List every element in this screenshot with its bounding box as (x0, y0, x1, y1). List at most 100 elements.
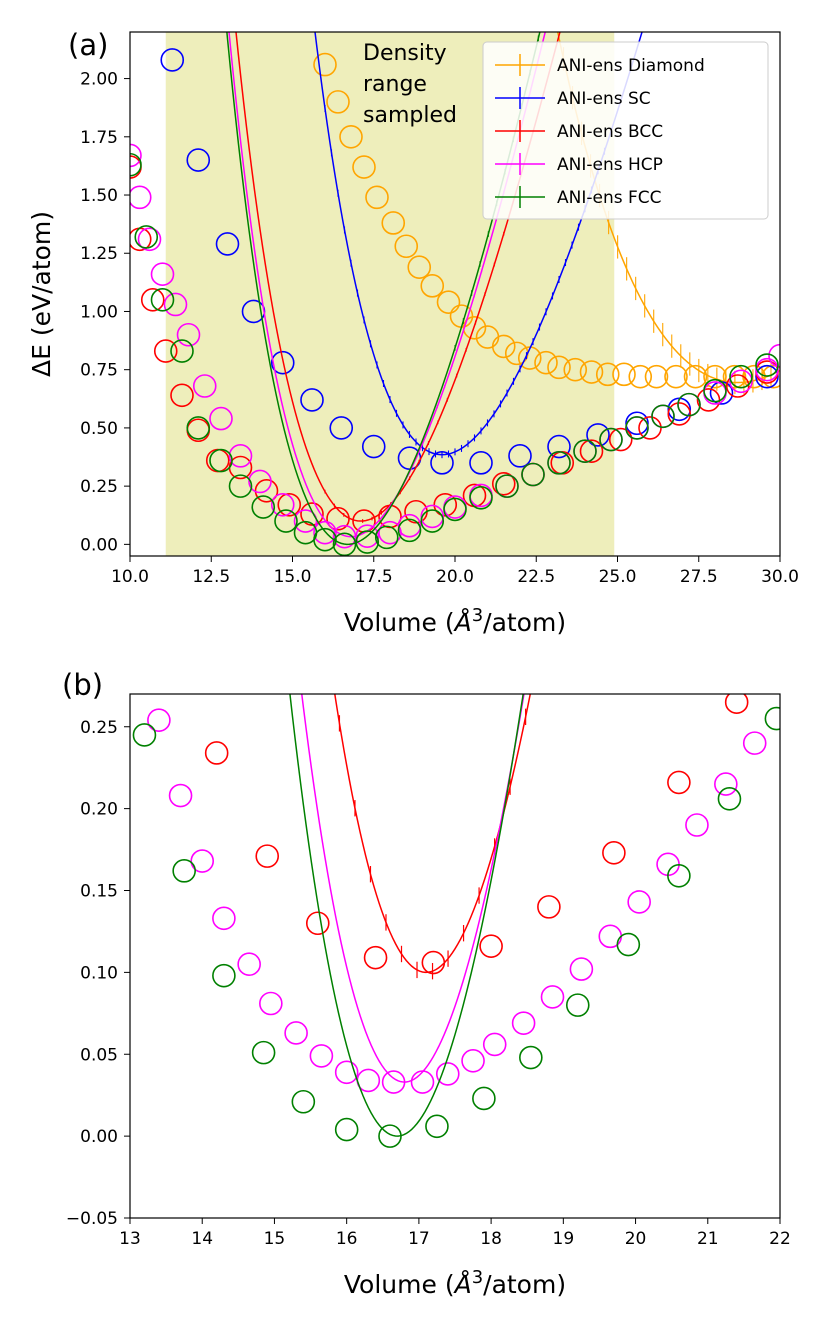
data-point-diamond (339, 125, 363, 149)
data-point-bcc (638, 416, 662, 440)
data-point-diamond (703, 364, 727, 389)
data-point-fcc (274, 509, 298, 533)
panel-b-x-axis-label: Volume (Å3/atom) (344, 1267, 566, 1299)
data-point-hcp (209, 406, 233, 431)
data-point-hcp (729, 369, 753, 394)
fit-curve-fcc (289, 694, 524, 1137)
panel-a-y-axis-label: ΔE (eV/atom) (27, 211, 56, 377)
data-point-diamond (436, 290, 461, 314)
data-point-sc (755, 364, 779, 389)
data-point-hcp (540, 985, 565, 1009)
data-point-diamond (534, 350, 558, 375)
data-point-fcc (547, 451, 571, 475)
data-point-fcc (755, 353, 779, 377)
data-point-hcp (685, 813, 709, 837)
data-point-fcc (667, 863, 691, 888)
data-point-bcc (602, 841, 626, 865)
data-point-diamond (407, 255, 432, 280)
data-point-fcc (420, 509, 445, 533)
data-point-sc (430, 451, 454, 475)
data-point-sc (586, 423, 610, 447)
panel-a-ticks: 10.0 12.5 15.0 17.5 20.0 22.5 25.0 27.5 30.0 0.00… (80, 70, 799, 587)
data-point-fcc (521, 462, 545, 487)
data-point-hcp (150, 262, 175, 287)
y-tick-label: 0.50 (80, 419, 118, 439)
data-point-hcp (192, 374, 217, 398)
x-tick-label: 14 (191, 1229, 213, 1249)
data-point-diamond (326, 90, 350, 114)
y-tick-label: −0.05 (66, 1209, 118, 1229)
panel-b-ticks: 13 14 15 16 17 18 19 20 21 22 −0.05 0.00 0.05 0.10 0.1… (66, 718, 791, 1249)
data-point-hcp (237, 952, 261, 976)
data-point-fcc (495, 474, 519, 498)
data-point-fcc (212, 963, 236, 988)
data-point-sc (300, 388, 324, 412)
data-point-hcp (511, 1011, 536, 1035)
data-point-hcp (176, 322, 201, 347)
y-tick-label: 0.00 (80, 535, 118, 555)
series-bcc (204, 694, 749, 980)
data-point-fcc (677, 392, 701, 417)
data-point-hcp (130, 143, 142, 168)
y-tick-label: 0.25 (80, 477, 118, 497)
data-point-sc (270, 350, 295, 375)
legend-label-fcc: ANI-ens FCC (557, 188, 662, 208)
data-point-fcc (374, 525, 399, 550)
data-point-diamond (491, 334, 516, 359)
legend: ANI-ens Diamond ANI-ens SC ANI-ens BCC A… (482, 41, 769, 220)
data-point-fcc (717, 786, 742, 811)
annotation-line-1: Density (363, 41, 447, 66)
data-point-hcp (212, 906, 236, 931)
y-tick-label: 0.05 (80, 1045, 118, 1065)
data-point-hcp (755, 357, 779, 382)
data-point-hcp (627, 890, 651, 914)
y-tick-label: 0.75 (80, 361, 118, 381)
data-point-hcp (768, 343, 780, 368)
data-point-hcp (137, 227, 162, 252)
data-point-fcc (150, 288, 175, 312)
data-point-hcp (147, 708, 171, 733)
data-point-sc (186, 148, 211, 172)
panel-b-plot-area (132, 694, 780, 1148)
x-tick-label: 22 (769, 1229, 791, 1249)
data-point-fcc (251, 495, 276, 519)
data-point-sc (329, 416, 354, 440)
data-point-fcc (703, 378, 727, 403)
data-point-bcc (579, 439, 604, 464)
data-point-bcc (363, 945, 388, 970)
data-point-hcp (284, 1021, 308, 1045)
fit-curve-diamond (556, 32, 780, 384)
data-point-sc (160, 48, 185, 72)
data-point-hcp (397, 513, 422, 538)
data-point-bcc (204, 741, 229, 765)
data-point-diamond (462, 315, 487, 340)
data-point-fcc (616, 932, 641, 957)
data-point-fcc (378, 1124, 402, 1148)
data-point-fcc (313, 527, 337, 552)
x-label-unit: Å (453, 1270, 472, 1299)
y-tick-label: 0.25 (80, 718, 118, 738)
x-tick-label: 12.5 (192, 567, 230, 587)
panel-b: 13 14 15 16 17 18 19 20 21 22 −0.05 0.00 0.05 0.10 0.1… (62, 668, 791, 1299)
data-point-bcc (130, 227, 152, 252)
data-point-fcc (172, 859, 196, 883)
data-point-hcp (410, 1070, 435, 1094)
series-hcp (147, 694, 767, 1094)
data-point-sc (547, 434, 571, 459)
x-label-exponent: 3 (472, 605, 483, 626)
fit-curve-hcp (228, 32, 547, 538)
annotation-line-2: range (363, 72, 427, 97)
data-point-hcp (703, 381, 727, 405)
x-tick-label: 27.5 (680, 567, 718, 587)
data-point-hcp (190, 849, 215, 873)
data-point-hcp (482, 1032, 507, 1057)
data-point-sc (361, 434, 386, 459)
data-point-hcp (168, 783, 193, 808)
y-tick-label: 1.75 (80, 128, 118, 148)
series-hcp (130, 32, 780, 549)
data-point-fcc (332, 532, 357, 556)
data-point-fcc (729, 364, 753, 389)
data-point-fcc (209, 448, 233, 473)
data-point-diamond (547, 355, 571, 380)
x-tick-label: 17 (408, 1229, 430, 1249)
